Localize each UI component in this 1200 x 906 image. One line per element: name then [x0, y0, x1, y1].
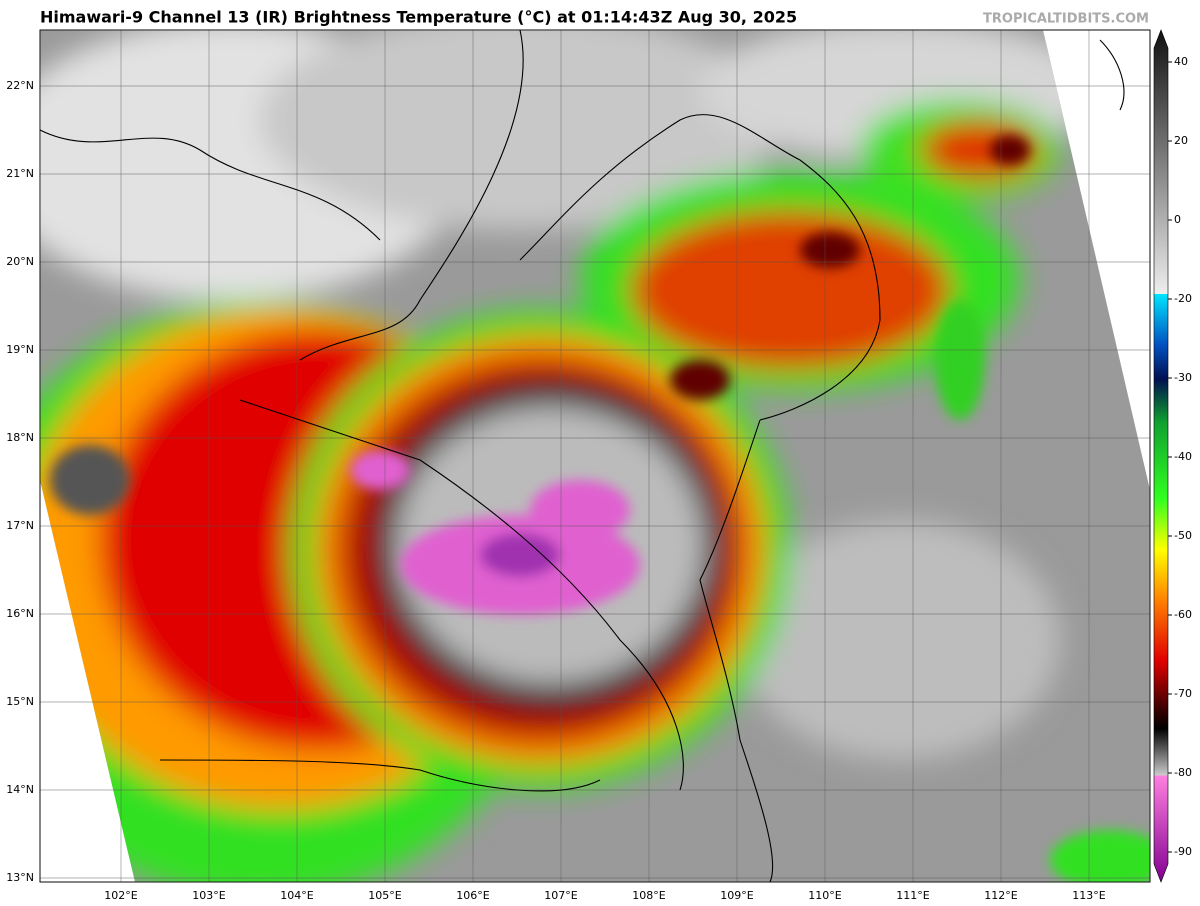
colorbar-tick-label: -60	[1174, 608, 1192, 621]
lat-label: 17°N	[6, 519, 34, 532]
colorbar-tick-label: -70	[1174, 687, 1192, 700]
lat-label: 14°N	[6, 783, 34, 796]
source-watermark: TROPICALTIDBITS.COM	[983, 12, 1149, 27]
colorbar-tick-label: -50	[1174, 529, 1192, 542]
colorbar-tick-label: -40	[1174, 450, 1192, 463]
colorbar-tick-label: -30	[1174, 371, 1192, 384]
lat-label: 19°N	[6, 343, 34, 356]
lon-label: 103°E	[192, 889, 225, 902]
graticule	[40, 30, 1150, 882]
lat-label: 15°N	[6, 695, 34, 708]
lat-label: 13°N	[6, 871, 34, 884]
colorbar-tick-label: -80	[1174, 766, 1192, 779]
colorbar-tick-label: -20	[1174, 292, 1192, 305]
lat-label: 18°N	[6, 431, 34, 444]
map-border	[39, 29, 1151, 883]
title: Himawari-9 Channel 13 (IR) Brightness Te…	[40, 8, 797, 27]
lat-label: 16°N	[6, 607, 34, 620]
lon-label: 110°E	[808, 889, 841, 902]
colorbar-ticks: 40 20 0 -20 -30 -40 -50 -60 -70 -80 -90	[1168, 55, 1192, 858]
lon-label: 109°E	[720, 889, 753, 902]
lon-label: 108°E	[632, 889, 665, 902]
colorbar-tick-label: -90	[1174, 845, 1192, 858]
lon-label: 107°E	[544, 889, 577, 902]
colorbar-tick-label: 0	[1174, 213, 1181, 226]
lon-label: 111°E	[896, 889, 929, 902]
lon-label: 105°E	[368, 889, 401, 902]
coastlines	[39, 29, 1125, 883]
colorbar-tick-label: 40	[1174, 55, 1188, 68]
lon-label: 106°E	[456, 889, 489, 902]
lat-label: 20°N	[6, 255, 34, 268]
lat-label: 22°N	[6, 79, 34, 92]
lat-label: 21°N	[6, 167, 34, 180]
lon-label: 113°E	[1072, 889, 1105, 902]
lon-label: 112°E	[984, 889, 1017, 902]
lon-label: 104°E	[280, 889, 313, 902]
lon-label: 102°E	[104, 889, 137, 902]
colorbar	[1153, 29, 1169, 883]
imagery	[40, 30, 1150, 882]
colorbar-tick-label: 20	[1174, 134, 1188, 147]
